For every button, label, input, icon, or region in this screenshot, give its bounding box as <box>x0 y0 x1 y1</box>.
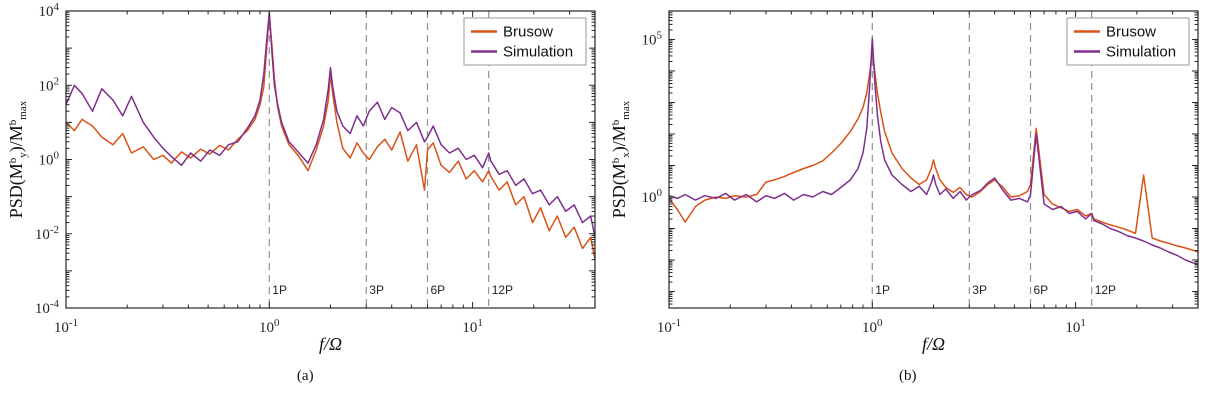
vline-label: 1P <box>875 283 890 297</box>
vline-label: 1P <box>273 283 288 297</box>
legend-label: Simulation <box>1106 44 1176 61</box>
y-tick-label: 105 <box>641 29 662 48</box>
panel-b: 10-1 100 101 100 105 1P 3P 6P 12P Brusow Simulatio… <box>607 2 1210 385</box>
legend-label: Brusow <box>1106 24 1156 41</box>
x-tick-label: 10-1 <box>657 317 681 336</box>
x-axis-label: f/Ω <box>922 334 945 354</box>
vline-label: 12P <box>1094 283 1115 297</box>
vline-label-bg <box>490 283 519 297</box>
y-axis-label: PSD(Mby)/Mbmax <box>6 100 29 218</box>
vline-label-bg <box>429 283 450 297</box>
vline-label: 12P <box>492 283 513 297</box>
vline-label-bg <box>971 283 992 297</box>
series-line-simulation <box>66 11 596 238</box>
x-axis-label: f/Ω <box>319 334 342 354</box>
vline-label-bg <box>368 283 389 297</box>
vline-label: 6P <box>431 283 446 297</box>
x-tick-label: 100 <box>259 317 280 336</box>
chart-b: 10-1 100 101 100 105 1P 3P 6P 12P Brusow Simulatio… <box>609 2 1207 362</box>
vline-label-bg <box>874 283 895 297</box>
y-tick-label: 10-2 <box>35 224 59 243</box>
chart-svg-a: 10-1 100 101 10-4 10-2 100 102 104 1P 3P 6P 12P Brus… <box>6 1 596 354</box>
legend-box <box>1066 17 1190 66</box>
y-tick-label: 10-4 <box>35 298 60 317</box>
vline-label: 6P <box>1033 283 1048 297</box>
vline-label-bg <box>1093 283 1122 297</box>
caption-b: (b) <box>899 368 917 384</box>
series-line-brusow <box>66 13 596 260</box>
legend-box <box>463 17 587 66</box>
caption-a: (a) <box>296 368 314 384</box>
legend-label: Simulation <box>503 44 573 61</box>
x-tick-label: 100 <box>862 317 883 336</box>
x-tick-label: 101 <box>463 317 484 336</box>
vline-label-bg <box>271 283 292 297</box>
vline-label: 3P <box>370 283 385 297</box>
series-line-brusow <box>668 51 1198 253</box>
figure: 10-1 100 101 10-4 10-2 100 102 104 1P 3P 6P 12P Brus… <box>4 1 1210 385</box>
panel-a: 10-1 100 101 10-4 10-2 100 102 104 1P 3P 6P 12P Brus… <box>4 1 607 385</box>
y-axis-label: PSD(Mbx)/Mbmax <box>609 100 632 218</box>
y-tick-label: 102 <box>39 75 60 94</box>
y-tick-label: 100 <box>641 187 662 206</box>
vline-label: 3P <box>972 283 987 297</box>
series-line-simulation <box>668 37 1198 266</box>
legend-label: Brusow <box>503 24 553 41</box>
chart-svg-b: 10-1 100 101 100 105 1P 3P 6P 12P Brusow Simulatio… <box>609 10 1199 354</box>
y-tick-label: 100 <box>39 150 60 169</box>
x-tick-label: 10-1 <box>54 317 78 336</box>
x-tick-label: 101 <box>1065 317 1086 336</box>
chart-a: 10-1 100 101 10-4 10-2 100 102 104 1P 3P 6P 12P Brus… <box>6 1 604 362</box>
y-tick-label: 104 <box>39 2 60 20</box>
vline-label-bg <box>1032 283 1053 297</box>
